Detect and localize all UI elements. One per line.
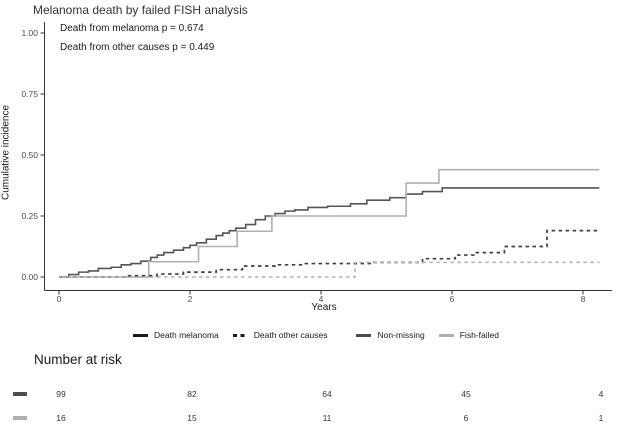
curve-death-melanoma-fish-failed [59, 168, 600, 278]
risk-count: 1 [598, 413, 604, 423]
risk-count: 6 [463, 413, 469, 423]
risk-table-heading: Number at risk [34, 352, 122, 367]
legend-label: Fish-failed [459, 330, 499, 340]
legend-item-fish-failed: Fish-failed [438, 330, 499, 340]
pvalue-annotation-other-causes: Death from other causes p = 0.449 [60, 42, 215, 53]
risk-count: 16 [56, 413, 66, 423]
plot-title: Melanoma death by failed FISH analysis [33, 3, 248, 17]
risk-count: 45 [461, 389, 471, 399]
risk-count: 99 [56, 389, 66, 399]
chart-canvas [40, 22, 612, 295]
solid-line-icon [438, 333, 454, 337]
risk-count: 82 [187, 389, 197, 399]
non-missing-line-icon [13, 392, 27, 396]
curve-death-other-causes-fish-failed [59, 261, 600, 278]
y-tick-label: 0.50 [21, 150, 38, 160]
dashed-line-icon [232, 333, 248, 337]
x-tick-label: 2 [187, 294, 193, 304]
x-axis-title: Years [311, 302, 337, 313]
x-tick-label: 0 [56, 294, 62, 304]
y-tick-label: 0.25 [21, 211, 38, 221]
solid-line-icon [356, 333, 372, 337]
pvalue-annotation-melanoma: Death from melanoma p = 0.674 [60, 23, 204, 34]
fish-failed-line-icon [13, 416, 27, 420]
risk-count: 64 [322, 389, 332, 399]
x-tick-label: 4 [318, 294, 324, 304]
y-tick-label: 0.00 [21, 272, 38, 282]
x-tick-label: 8 [580, 294, 586, 304]
curve-death-other-causes-non-missing [59, 229, 600, 278]
chart-legend: Death melanoma Death other causes Non-mi… [0, 330, 632, 340]
legend-item-non-missing: Non-missing [356, 330, 425, 340]
risk-count: 15 [187, 413, 197, 423]
y-tick-label: 1.00 [21, 28, 38, 38]
curve-death-melanoma-non-missing [59, 187, 600, 278]
legend-label: Death melanoma [154, 330, 219, 340]
legend-label: Death other causes [253, 330, 328, 340]
solid-line-icon [133, 333, 149, 337]
legend-item-death-other-causes: Death other causes [232, 330, 328, 340]
y-tick-label: 0.75 [21, 89, 38, 99]
risk-count: 4 [598, 389, 604, 399]
risk-count: 11 [322, 413, 332, 423]
x-tick-label: 6 [449, 294, 455, 304]
legend-label: Non-missing [377, 330, 425, 340]
legend-item-death-melanoma: Death melanoma [133, 330, 219, 340]
